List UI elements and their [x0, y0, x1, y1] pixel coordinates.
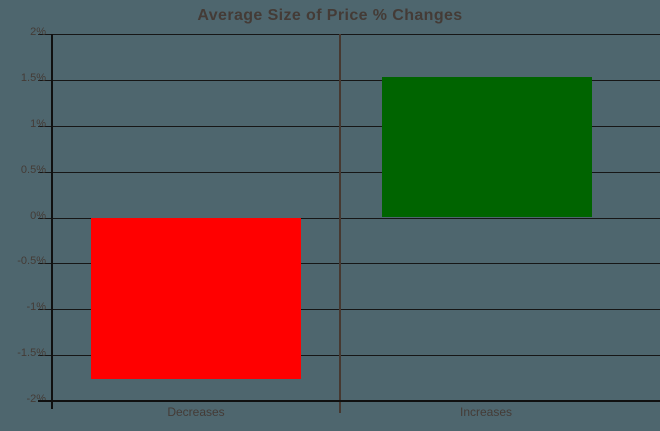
gridline: [38, 355, 660, 357]
y-tick-label: -1%: [26, 301, 46, 314]
y-tick-label: -2%: [26, 393, 46, 405]
y-tick-label: 1%: [30, 117, 46, 130]
y-axis-line: [51, 34, 53, 409]
gridline: [38, 79, 660, 81]
y-tick-label: 2%: [30, 26, 46, 38]
gridline: [38, 34, 660, 35]
y-tick-label: 1.5%: [20, 71, 46, 84]
gridline: [38, 263, 660, 265]
gridline: [38, 171, 660, 173]
y-tick-label: 0%: [30, 209, 46, 222]
y-tick-label: -1.5%: [17, 347, 46, 360]
x-axis-line: [38, 400, 660, 402]
y-tick-label: -0.5%: [17, 255, 46, 268]
bar-decreases: [91, 217, 301, 379]
x-tick-label-decreases: Decreases: [167, 405, 225, 419]
gridline: [38, 125, 660, 127]
gridline: [38, 309, 660, 311]
x-tick-label-increases: Increases: [459, 405, 513, 419]
category-divider-line: [339, 34, 341, 413]
chart-title: Average Size of Price % Changes: [197, 7, 463, 24]
y-tick-label: 0.5%: [20, 163, 46, 176]
bar-increases: [382, 77, 592, 218]
gridline: [38, 217, 660, 219]
